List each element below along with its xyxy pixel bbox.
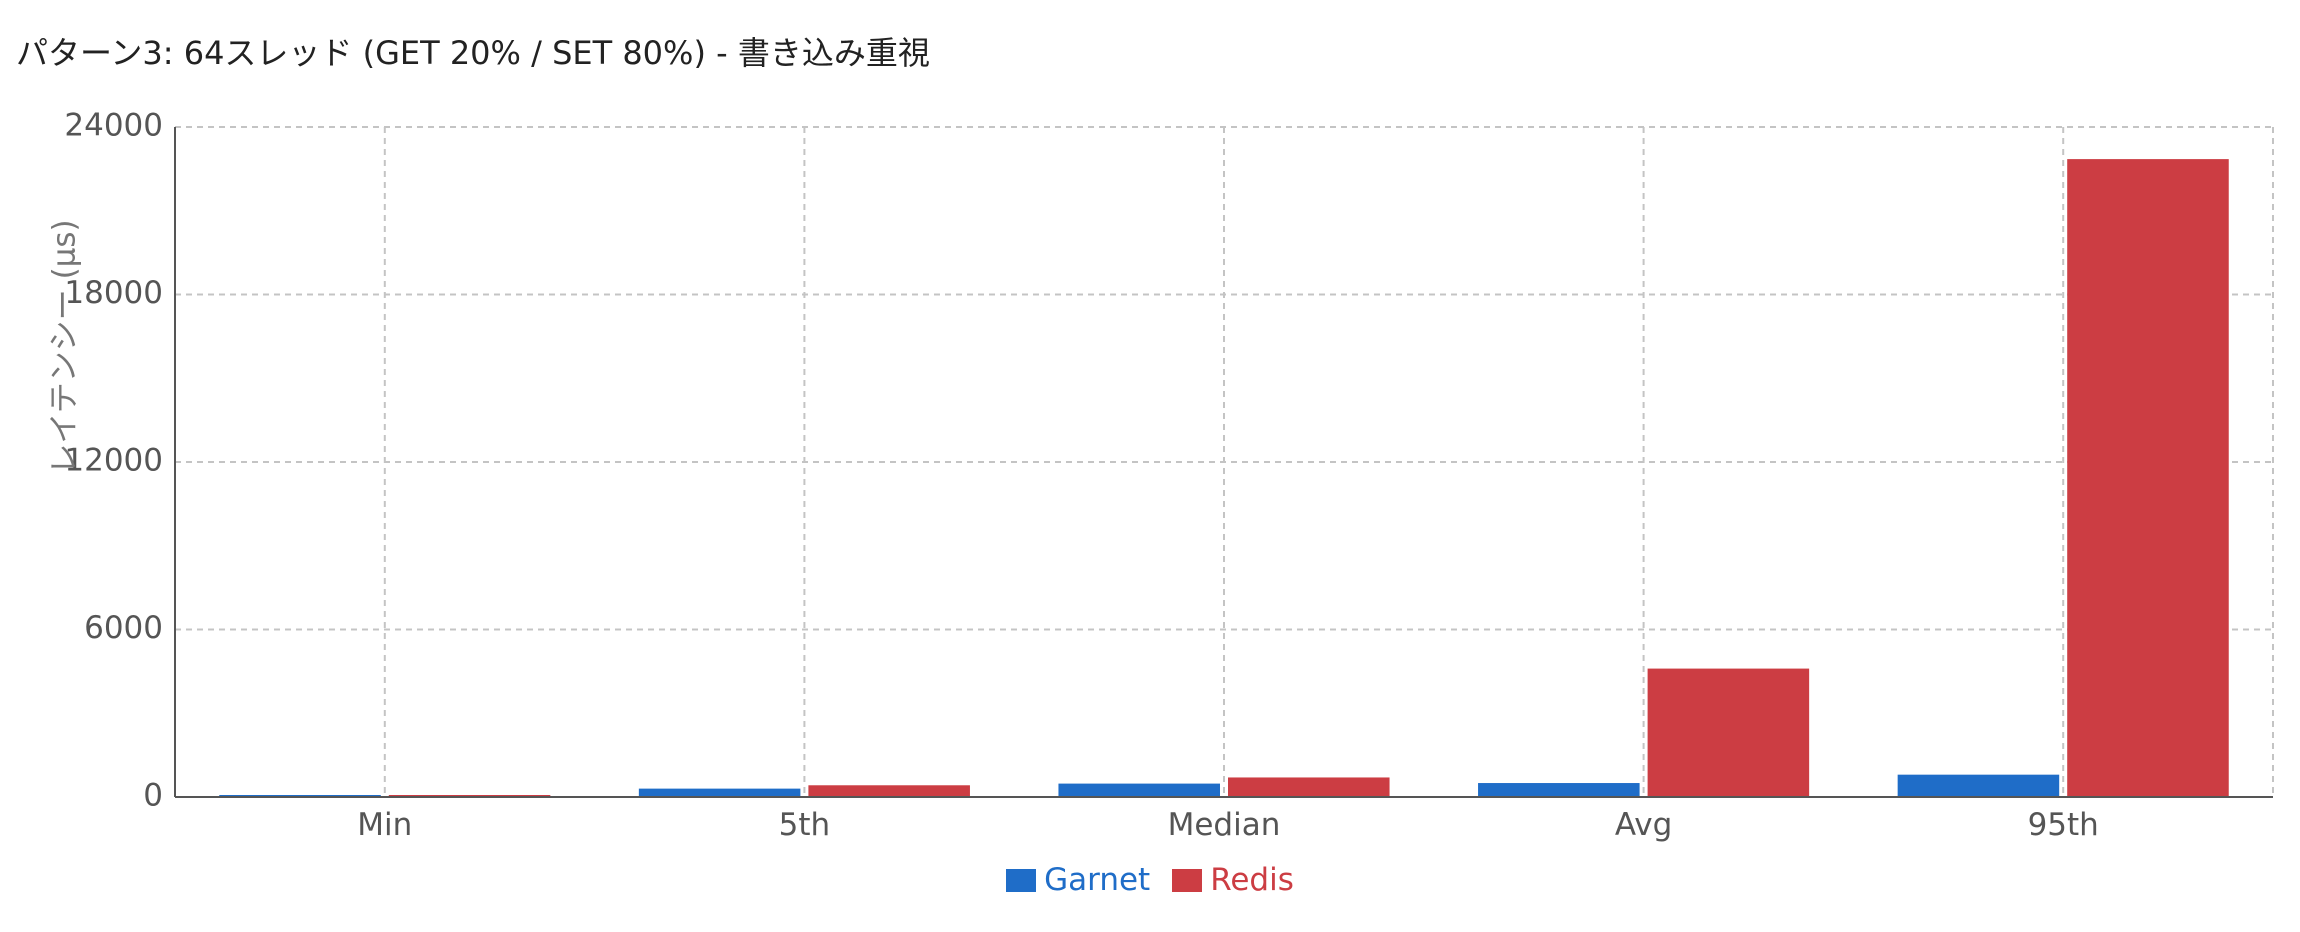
x-tick-label: Min bbox=[357, 807, 412, 843]
y-tick-label: 12000 bbox=[64, 443, 163, 479]
y-tick-label: 18000 bbox=[64, 275, 163, 311]
legend-label-redis: Redis bbox=[1210, 862, 1294, 898]
bar-garnet-median bbox=[1058, 783, 1220, 797]
chart-title: パターン3: 64スレッド (GET 20% / SET 80%) - 書き込み… bbox=[16, 34, 930, 72]
x-tick-label: 95th bbox=[2028, 807, 2099, 843]
legend-swatch-garnet bbox=[1006, 868, 1037, 892]
y-tick-label: 24000 bbox=[64, 108, 163, 144]
bar-redis-avg bbox=[1647, 668, 1810, 797]
legend-item-redis[interactable]: Redis bbox=[1172, 862, 1294, 898]
y-tick-label: 6000 bbox=[84, 610, 163, 646]
x-tick-label: 5th bbox=[779, 807, 831, 843]
bar-redis-95th bbox=[2067, 159, 2229, 797]
bar-garnet-avg bbox=[1478, 783, 1640, 797]
chart-legend: Garnet Redis bbox=[0, 862, 2300, 898]
x-tick-label: Median bbox=[1168, 807, 1281, 843]
y-axis-title: レイテンシー (μs) bbox=[47, 219, 83, 474]
y-tick-label: 0 bbox=[143, 778, 163, 814]
bar-redis-median bbox=[1228, 777, 1390, 797]
bar-garnet-95th bbox=[1897, 774, 2060, 797]
legend-label-garnet: Garnet bbox=[1044, 862, 1151, 898]
bar-garnet-5th bbox=[638, 788, 801, 797]
bar-redis-5th bbox=[808, 785, 970, 797]
legend-item-garnet[interactable]: Garnet bbox=[1006, 862, 1150, 898]
legend-swatch-redis bbox=[1172, 868, 1203, 892]
x-tick-label: Avg bbox=[1615, 807, 1672, 843]
